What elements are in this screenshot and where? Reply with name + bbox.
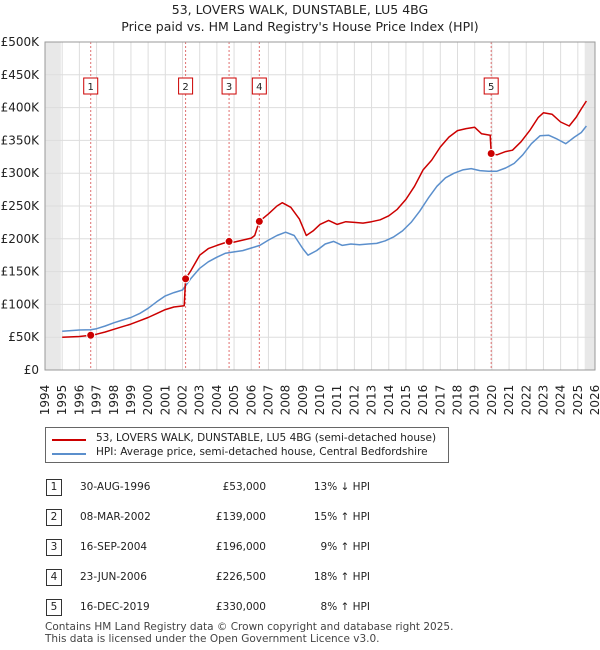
x-tick-label: 2018 bbox=[451, 385, 465, 416]
x-tick-label: 2013 bbox=[365, 385, 379, 416]
sale-label-number: 4 bbox=[256, 82, 262, 93]
chart-legend: 53, LOVERS WALK, DUNSTABLE, LU5 4BG (sem… bbox=[45, 427, 449, 463]
transaction-hpi: 15% ↑ HPI bbox=[313, 511, 370, 523]
y-tick-label: £350K bbox=[1, 133, 41, 147]
y-tick-label: £0 bbox=[24, 363, 39, 377]
transaction-date: 16-DEC-2019 bbox=[80, 601, 150, 613]
sale-label-number: 5 bbox=[488, 82, 494, 93]
legend-label-hpi: HPI: Average price, semi-detached house,… bbox=[96, 446, 428, 458]
sale-label-number: 3 bbox=[226, 82, 232, 93]
sale-label-number: 1 bbox=[88, 82, 94, 93]
transaction-price: £196,000 bbox=[215, 541, 266, 553]
x-tick-label: 2007 bbox=[261, 385, 275, 416]
sale-point bbox=[486, 149, 496, 159]
x-tick-label: 2010 bbox=[313, 385, 327, 416]
x-tick-label: 2001 bbox=[158, 385, 172, 416]
transaction-hpi: 18% ↑ HPI bbox=[313, 571, 370, 583]
legend-swatch-property bbox=[52, 439, 86, 441]
y-tick-label: £300K bbox=[1, 166, 41, 180]
sale-point bbox=[224, 236, 234, 246]
x-tick-label: 2025 bbox=[571, 385, 585, 416]
transaction-number: 3 bbox=[46, 539, 62, 556]
x-tick-label: 2004 bbox=[210, 385, 224, 416]
x-tick-label: 2000 bbox=[141, 385, 155, 416]
transaction-number: 2 bbox=[46, 509, 62, 526]
chart-title: 53, LOVERS WALK, DUNSTABLE, LU5 4BG bbox=[171, 2, 429, 17]
sale-label-box bbox=[221, 77, 237, 95]
x-tick-label: 2002 bbox=[176, 385, 190, 416]
transaction-number: 5 bbox=[46, 599, 62, 616]
x-tick-label: 2022 bbox=[519, 385, 533, 416]
hpi-series-line bbox=[62, 125, 587, 333]
transaction-price: £226,500 bbox=[215, 571, 266, 583]
sale-label-box bbox=[251, 77, 267, 95]
plot-frame bbox=[44, 41, 596, 371]
x-tick-label: 2008 bbox=[279, 385, 293, 416]
y-tick-label: £250K bbox=[1, 199, 41, 213]
y-tick-label: £400K bbox=[1, 101, 41, 115]
transaction-price: £139,000 bbox=[215, 511, 266, 523]
x-tick-label: 2009 bbox=[296, 385, 310, 416]
x-tick-label: 2026 bbox=[588, 385, 600, 416]
x-tick-label: 2005 bbox=[227, 385, 241, 416]
sale-point bbox=[181, 274, 191, 284]
x-tick-label: 2024 bbox=[554, 385, 568, 416]
x-tick-label: 2023 bbox=[536, 385, 550, 416]
transaction-hpi: 13% ↓ HPI bbox=[313, 481, 370, 493]
footer-line-1: Contains HM Land Registry data © Crown c… bbox=[45, 621, 454, 633]
x-tick-label: 2014 bbox=[382, 385, 396, 416]
transaction-price: £53,000 bbox=[222, 481, 266, 493]
footer-line-2: This data is licensed under the Open Gov… bbox=[45, 633, 380, 645]
transaction-row: 4 23-JUN-2006 £226,500 18% ↑ HPI bbox=[0, 568, 600, 588]
x-tick-label: 2006 bbox=[244, 385, 258, 416]
transaction-price: £330,000 bbox=[215, 601, 266, 613]
x-tick-label: 2017 bbox=[433, 385, 447, 416]
transaction-row: 1 30-AUG-1996 £53,000 13% ↓ HPI bbox=[0, 478, 600, 498]
chart-subtitle: Price paid vs. HM Land Registry's House … bbox=[121, 19, 479, 34]
y-tick-label: £150K bbox=[1, 265, 41, 279]
y-tick-label: £50K bbox=[8, 330, 40, 344]
footer-attribution: Contains HM Land Registry data © Crown c… bbox=[45, 621, 453, 645]
x-tick-label: 1995 bbox=[55, 385, 69, 416]
sale-label-box bbox=[83, 77, 99, 95]
transaction-number: 1 bbox=[46, 479, 62, 496]
transaction-date: 16-SEP-2004 bbox=[80, 541, 148, 553]
transaction-date: 23-JUN-2006 bbox=[80, 571, 147, 583]
transaction-row: 5 16-DEC-2019 £330,000 8% ↑ HPI bbox=[0, 598, 600, 618]
y-tick-label: £100K bbox=[1, 297, 41, 311]
y-tick-label: £450K bbox=[1, 68, 41, 82]
x-tick-label: 2011 bbox=[330, 385, 344, 416]
property-series-line bbox=[62, 100, 588, 338]
sale-label-box bbox=[178, 77, 194, 95]
y-tick-label: £500K bbox=[1, 35, 41, 49]
transaction-date: 08-MAR-2002 bbox=[80, 511, 151, 523]
transaction-hpi: 8% ↑ HPI bbox=[320, 601, 370, 613]
legend-swatch-hpi bbox=[52, 453, 86, 455]
x-tick-label: 1997 bbox=[90, 385, 104, 416]
x-tick-label: 1996 bbox=[72, 385, 86, 416]
sale-label-number: 2 bbox=[182, 82, 188, 93]
transaction-row: 3 16-SEP-2004 £196,000 9% ↑ HPI bbox=[0, 538, 600, 558]
x-tick-label: 2021 bbox=[502, 385, 516, 416]
sale-label-box bbox=[483, 77, 499, 95]
x-tick-label: 2015 bbox=[399, 385, 413, 416]
price-chart: 1 2 3 4 5 £0 £50K £100K £150K £200K £250K £300K £35… bbox=[1, 35, 600, 416]
y-tick-label: £200K bbox=[1, 232, 41, 246]
transaction-hpi: 9% ↑ HPI bbox=[320, 541, 370, 553]
x-tick-label: 2003 bbox=[193, 385, 207, 416]
x-tick-label: 2012 bbox=[347, 385, 361, 416]
x-tick-label: 2019 bbox=[468, 385, 482, 416]
sale-point bbox=[86, 330, 96, 340]
x-tick-label: 2020 bbox=[485, 385, 499, 416]
sale-point bbox=[254, 216, 264, 226]
x-tick-label: 1999 bbox=[124, 385, 138, 416]
transaction-row: 2 08-MAR-2002 £139,000 15% ↑ HPI bbox=[0, 508, 600, 528]
x-tick-label: 1998 bbox=[107, 385, 121, 416]
x-tick-label: 1994 bbox=[38, 385, 52, 416]
transaction-date: 30-AUG-1996 bbox=[80, 481, 151, 493]
legend-label-property: 53, LOVERS WALK, DUNSTABLE, LU5 4BG (sem… bbox=[96, 432, 437, 444]
x-tick-label: 2016 bbox=[416, 385, 430, 416]
transaction-number: 4 bbox=[46, 569, 62, 586]
